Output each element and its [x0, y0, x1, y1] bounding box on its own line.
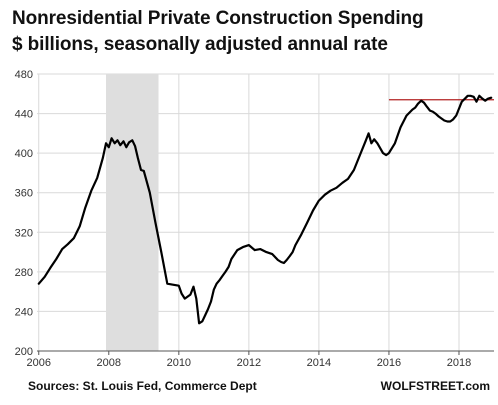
sources-note: Sources: St. Louis Fed, Commerce Dept — [28, 379, 257, 393]
y-tick-label: 440 — [15, 109, 33, 121]
chart-title: Nonresidential Private Construction Spen… — [12, 8, 424, 29]
y-tick-label: 200 — [15, 346, 33, 358]
x-axis-labels: 2006 2008 2010 2012 2014 2016 2018 — [27, 357, 472, 369]
x-tick-label: 2006 — [27, 357, 51, 369]
x-tick-label: 2018 — [447, 357, 471, 369]
series-line — [37, 94, 493, 325]
y-tick-label: 400 — [15, 148, 33, 160]
gridlines — [37, 73, 494, 351]
recession-band — [105, 74, 159, 351]
x-tick-label: 2014 — [307, 357, 331, 369]
x-tick-label: 2008 — [97, 357, 121, 369]
chart-subtitle: $ billions, seasonally adjusted annual r… — [12, 34, 388, 55]
y-tick-label: 480 — [15, 69, 33, 81]
y-axis-labels: 200 240 280 320 360 400 440 480 — [15, 69, 33, 358]
x-tick-label: 2012 — [237, 357, 261, 369]
y-tick-label: 280 — [15, 267, 33, 279]
x-tick-label: 2010 — [167, 357, 191, 369]
y-tick-label: 360 — [15, 188, 33, 200]
y-tick-label: 240 — [15, 306, 33, 318]
data-series — [37, 94, 493, 325]
brand-mark: WOLFSTREET.com — [380, 379, 490, 393]
y-tick-label: 320 — [15, 227, 33, 239]
x-axis-ticks — [38, 351, 460, 355]
x-tick-label: 2016 — [377, 357, 401, 369]
